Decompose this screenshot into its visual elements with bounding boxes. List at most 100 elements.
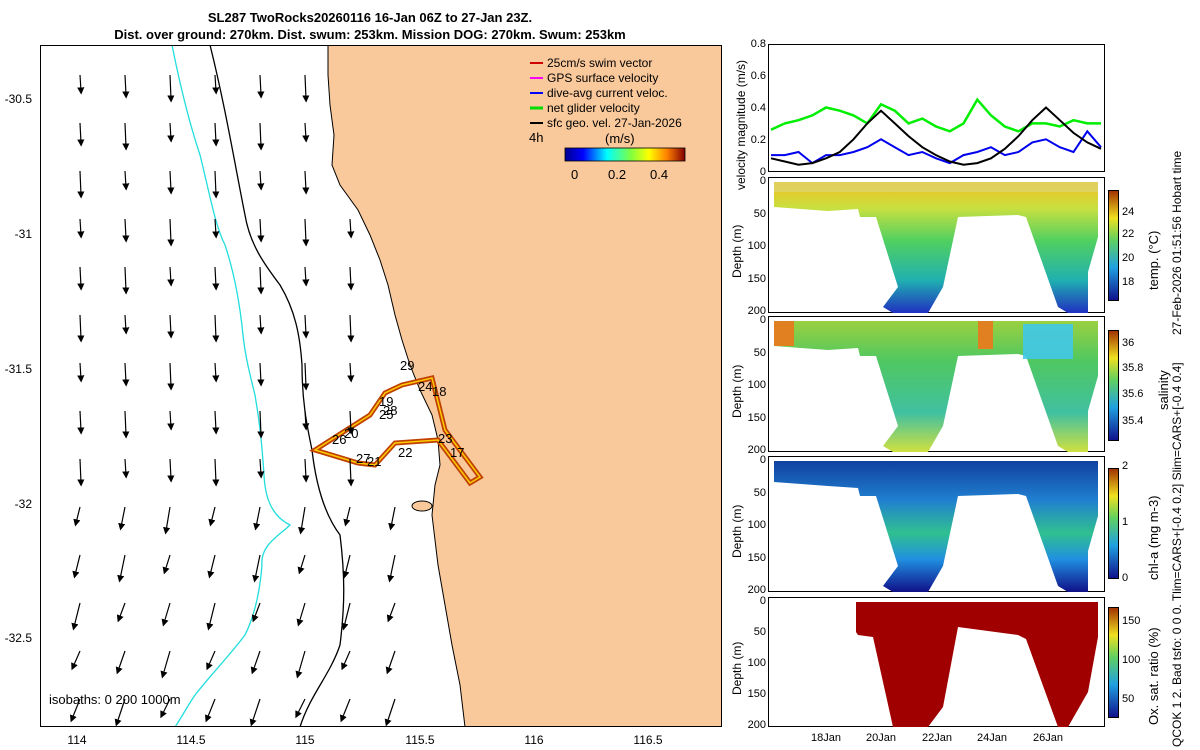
- vector-arrow: [388, 506, 396, 531]
- colorbar-unit: (m/s): [605, 131, 635, 146]
- vector-arrow: [208, 506, 216, 527]
- vector-arrow: [167, 170, 175, 195]
- vector-arrow: [122, 458, 130, 479]
- chl-colorbar: [1108, 468, 1119, 579]
- island: [411, 500, 433, 512]
- ox-cblabel: Ox. sat. ratio (%): [1146, 627, 1161, 725]
- vector-arrow: [167, 362, 175, 391]
- vector-arrow: [73, 506, 81, 527]
- sal-ylabel: Depth (m): [730, 364, 744, 418]
- vector-arrow: [257, 314, 265, 335]
- chl-ylabel: Depth (m): [730, 504, 744, 558]
- vector-arrow: [302, 74, 310, 103]
- map-xtick: 116: [524, 733, 544, 747]
- depth-tick: 0: [759, 454, 766, 466]
- vector-arrow: [302, 458, 310, 483]
- map-ytick: -32.5: [4, 631, 32, 645]
- depth-tick: 0: [759, 175, 766, 187]
- vector-arrow: [302, 410, 310, 431]
- date-tick: 24Jan: [977, 732, 1007, 744]
- depth-tick: 0: [759, 595, 766, 607]
- vector-arrow: [295, 698, 306, 719]
- vector-arrow: [385, 650, 396, 675]
- vector-arrow: [161, 602, 171, 627]
- day-label: 26: [332, 432, 346, 447]
- vector-arrow: [160, 698, 171, 719]
- vector-arrow: [167, 218, 175, 247]
- vector-arrow: [302, 362, 310, 391]
- legend-4h: 4h: [529, 130, 543, 145]
- cb-tick: 150: [1122, 615, 1141, 627]
- day-label: 27: [356, 451, 370, 466]
- date-tick: 22Jan: [922, 732, 952, 744]
- vector-arrow: [77, 362, 85, 383]
- colorbar-tick: 0.4: [650, 167, 668, 182]
- vector-arrow: [122, 218, 130, 243]
- vector-arrow: [384, 698, 396, 727]
- vector-arrow: [343, 506, 351, 527]
- cb-tick: 2: [1122, 460, 1129, 472]
- vector-arrow: [77, 314, 85, 343]
- vel-ytick: 0.6: [750, 70, 766, 82]
- land-mass: [327, 45, 722, 727]
- vector-arrow: [347, 410, 355, 435]
- depth-tick: 50: [753, 626, 766, 638]
- cb-tick: 24: [1122, 206, 1135, 218]
- vector-arrow: [339, 698, 351, 723]
- depth-tick: 150: [747, 688, 766, 700]
- vector-arrow: [212, 314, 220, 343]
- vector-arrow: [257, 362, 265, 387]
- ox-ylabel: Depth (m): [730, 641, 744, 695]
- qc-note: QCOK 1 2. Bad tsfo: 0 0 0. Tlim=CARS+[-0…: [1170, 362, 1184, 747]
- vector-arrow: [122, 266, 130, 295]
- day-label: 19: [379, 394, 393, 409]
- vector-arrow: [257, 218, 265, 243]
- cb-tick: 0: [1122, 572, 1129, 584]
- timestamp-note: 27-Feb-2026 01:51:56 Hobart time: [1170, 150, 1184, 335]
- depth-tick: 150: [747, 411, 766, 424]
- day-label: 21: [367, 454, 381, 469]
- ox-colorbar: [1108, 607, 1119, 718]
- cb-tick: 18: [1122, 276, 1135, 288]
- map-ytick: -31.5: [4, 362, 32, 376]
- sal-colorbar: [1108, 330, 1119, 441]
- cb-tick: 36: [1122, 337, 1135, 349]
- isobath-legend: isobaths: 0 200 1000m: [49, 692, 181, 707]
- day-label: 24: [418, 379, 432, 394]
- vector-arrow: [341, 650, 351, 671]
- vector-arrow: [257, 122, 265, 151]
- colorbar-tick: 0.2: [608, 167, 626, 182]
- vector-arrow: [204, 698, 216, 723]
- vel-ytick: 0.4: [750, 102, 766, 114]
- velocity-plot: [768, 44, 1105, 172]
- vector-arrow: [347, 266, 355, 291]
- vector-arrow: [167, 266, 175, 287]
- vector-arrow: [162, 554, 171, 575]
- vector-arrow: [206, 602, 216, 631]
- isobath-1000: [171, 45, 292, 727]
- depth-tick: 100: [747, 379, 766, 391]
- vector-arrow: [72, 554, 81, 579]
- vector-arrow: [212, 362, 220, 383]
- vel-ytick: 0: [759, 166, 766, 178]
- vector-arrow: [167, 314, 175, 339]
- colorbar-tick: 0: [571, 167, 578, 182]
- vector-arrow: [115, 650, 126, 675]
- day-label: 28: [383, 403, 397, 418]
- legend-gps: GPS surface velocity: [547, 71, 658, 85]
- date-tick: 26Jan: [1033, 732, 1063, 744]
- vector-arrow: [347, 362, 355, 383]
- vector-arrow: [122, 410, 130, 439]
- series-line-sfc-geo-vel-: [770, 106, 1102, 166]
- vel-ytick: 0.8: [750, 38, 766, 50]
- map-ytick: -31: [14, 227, 32, 241]
- temp-colorbar: [1108, 190, 1119, 301]
- vel-ytick: 0.2: [750, 134, 766, 146]
- depth-tick: 150: [747, 551, 766, 564]
- vector-arrow: [257, 458, 265, 479]
- vector-arrow: [257, 266, 265, 295]
- chart-title: SL287 TwoRocks20260116 16-Jan 06Z to 27-…: [207, 10, 533, 25]
- depth-tick: 0: [759, 314, 766, 326]
- map-xtick: 115: [295, 733, 315, 747]
- map-xtick: 116.5: [633, 733, 663, 747]
